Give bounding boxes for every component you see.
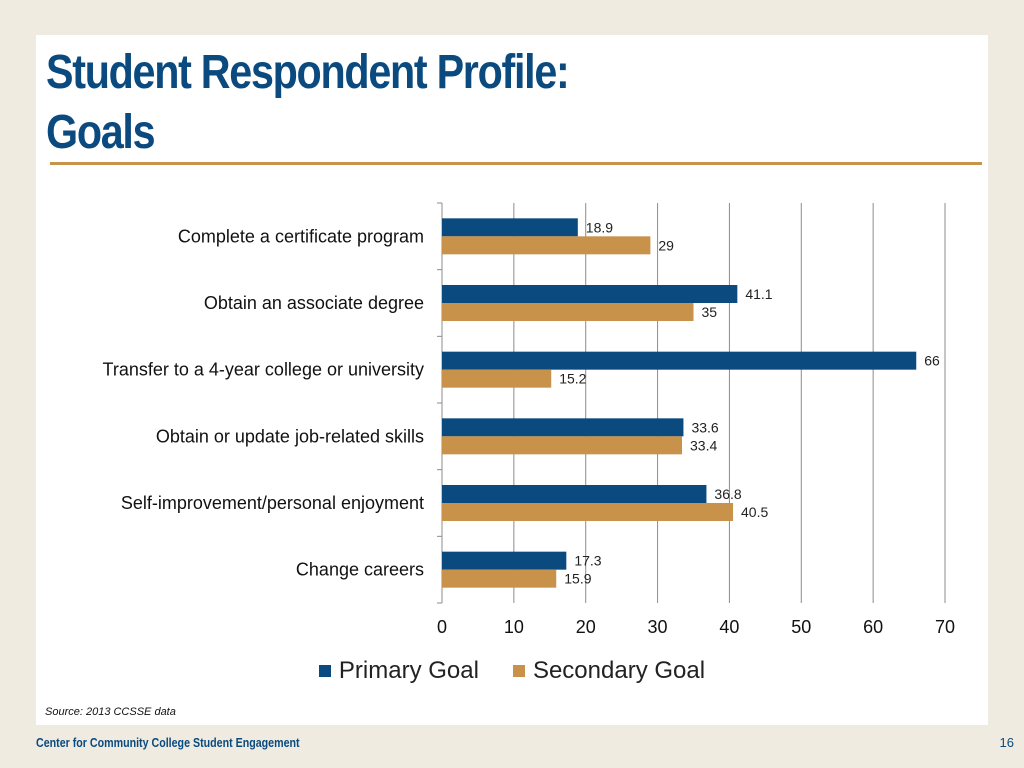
x-tick-label: 30 xyxy=(648,617,668,635)
title-line-1: Student Respondent Profile: xyxy=(46,46,570,99)
x-tick-label: 70 xyxy=(935,617,955,635)
bar-secondary xyxy=(442,436,683,455)
chart-legend: Primary Goal Secondary Goal xyxy=(36,657,988,685)
data-label: 15.2 xyxy=(559,371,586,387)
legend-item-secondary: Secondary Goal xyxy=(512,657,706,685)
data-label: 17.3 xyxy=(574,553,601,569)
source-note: Source: 2013 CCSSE data xyxy=(45,706,176,718)
category-label: Complete a certificate program xyxy=(178,226,424,246)
title-divider xyxy=(50,162,982,165)
data-label: 29 xyxy=(658,237,674,253)
bar-primary xyxy=(442,351,917,370)
title-line-2: Goals xyxy=(46,106,156,159)
category-label: Self-improvement/personal enjoyment xyxy=(121,493,424,513)
data-label: 66 xyxy=(924,353,940,369)
slide: Student Respondent Profile: Goals Comple… xyxy=(36,35,988,725)
x-tick-label: 20 xyxy=(576,617,596,635)
x-tick-label: 60 xyxy=(863,617,883,635)
x-tick-label: 50 xyxy=(791,617,811,635)
bar-secondary xyxy=(442,236,651,255)
page-title: Student Respondent Profile: Goals xyxy=(46,43,570,163)
data-label: 18.9 xyxy=(586,219,613,235)
data-label: 33.4 xyxy=(690,437,717,453)
bar-secondary xyxy=(442,369,552,388)
data-label: 36.8 xyxy=(714,486,741,502)
footer-org-logo: Center for Community College Student Eng… xyxy=(36,735,300,750)
bar-primary xyxy=(442,551,567,570)
data-label: 40.5 xyxy=(741,504,768,520)
bar-secondary xyxy=(442,303,694,321)
bar-primary xyxy=(442,285,738,303)
data-label: 15.9 xyxy=(564,571,591,587)
bar-secondary xyxy=(442,503,734,521)
category-label: Transfer to a 4-year college or universi… xyxy=(103,360,424,380)
bar-primary xyxy=(442,418,684,437)
x-tick-label: 0 xyxy=(437,617,447,635)
category-label: Change careers xyxy=(296,560,424,580)
bar-secondary xyxy=(442,569,557,588)
legend-label-secondary: Secondary Goal xyxy=(532,657,706,684)
legend-label-primary: Primary Goal xyxy=(338,657,479,684)
bar-chart: Complete a certificate program 18.9 29 Obta… xyxy=(103,202,955,635)
legend-swatch-secondary xyxy=(512,665,525,677)
data-label: 41.1 xyxy=(745,286,772,302)
x-tick-label: 10 xyxy=(504,617,524,635)
legend-swatch-primary xyxy=(318,665,331,677)
category-label: Obtain or update job-related skills xyxy=(156,426,424,446)
bar-primary xyxy=(442,485,707,503)
page-number: 16 xyxy=(999,735,1014,750)
bar-primary xyxy=(442,218,578,237)
category-label: Obtain an associate degree xyxy=(204,293,424,313)
x-tick-label: 40 xyxy=(719,617,739,635)
data-label: 35 xyxy=(702,304,718,320)
legend-item-primary: Primary Goal xyxy=(318,657,479,685)
data-label: 33.6 xyxy=(691,419,718,435)
